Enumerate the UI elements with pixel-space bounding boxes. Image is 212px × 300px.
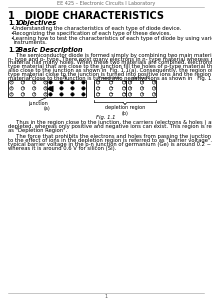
Text: −: − <box>122 86 126 90</box>
Text: −: − <box>109 80 113 84</box>
Text: +: + <box>21 86 24 90</box>
Text: junction: junction <box>28 101 48 106</box>
Text: Thus in the region close to the junction, the carriers (electrons & holes ) are: Thus in the region close to the junction… <box>8 120 212 125</box>
Text: Recognizing the specification of each type of these devices.: Recognizing the specification of each ty… <box>13 31 171 36</box>
Bar <box>126 80 156 98</box>
Text: type material that are close to the junction fill the holes of p-type material t: type material that are close to the junc… <box>8 64 212 69</box>
Text: +: + <box>140 86 144 90</box>
Text: −: − <box>96 92 100 96</box>
Text: +: + <box>32 80 36 84</box>
Text: −: − <box>96 80 100 84</box>
Text: +: + <box>152 92 156 96</box>
Circle shape <box>82 81 85 84</box>
Circle shape <box>49 87 52 90</box>
Text: depleted, whereas only positive and negative ions can exist. This region is refe: depleted, whereas only positive and nega… <box>8 124 212 129</box>
Text: typical barrier voltage in the p-n junction of germanium (Ge) is around 0.2 ~ 0.: typical barrier voltage in the p-n junct… <box>8 142 212 147</box>
Text: +: + <box>128 92 132 96</box>
Text: (b): (b) <box>121 111 128 116</box>
Bar <box>94 80 126 98</box>
Text: Basic Description: Basic Description <box>18 47 83 53</box>
Text: +: + <box>32 86 36 90</box>
Circle shape <box>82 87 85 90</box>
Text: 1.2: 1.2 <box>8 47 20 53</box>
Text: n- type and p- type. There exist many electrons in n- type material whereas p- t: n- type and p- type. There exist many el… <box>8 57 212 62</box>
Text: also close to the junction as shown in  Fig. 1.1(a). Consequently, the region of: also close to the junction as shown in F… <box>8 68 212 73</box>
Text: −: − <box>96 86 100 90</box>
Circle shape <box>60 81 63 84</box>
Text: Fig. 1.1: Fig. 1.1 <box>96 116 116 120</box>
Text: EE 425 – Electronic Circuits I Laboratory: EE 425 – Electronic Circuits I Laborator… <box>57 1 155 5</box>
Text: +: + <box>128 86 132 90</box>
Text: Learning how to test the characteristics of each type of diode by using various: Learning how to test the characteristics… <box>13 36 212 41</box>
Text: +: + <box>10 92 13 96</box>
Text: +: + <box>44 80 47 84</box>
Text: material close to the junction is turned into negative ions as shown in   Fig. 1: material close to the junction is turned… <box>8 76 212 81</box>
Text: P acceptor: P acceptor <box>99 76 121 80</box>
Text: +: + <box>44 86 47 90</box>
Text: (a): (a) <box>44 106 50 111</box>
Circle shape <box>49 81 52 84</box>
Text: +: + <box>140 80 144 84</box>
Text: +: + <box>10 86 13 90</box>
Text: depletion region: depletion region <box>105 105 145 110</box>
Text: donor N: donor N <box>132 76 150 80</box>
Text: whereas it is around 0.6 V for silicon (Si).: whereas it is around 0.6 V for silicon (… <box>8 146 116 151</box>
Text: 1   DIODE CHARACTERISTICS: 1 DIODE CHARACTERISTICS <box>8 11 164 21</box>
Text: +: + <box>21 92 24 96</box>
Circle shape <box>82 93 85 96</box>
Text: −: − <box>122 92 126 96</box>
Text: The semiconductor diode is formed simply by combining two main materials,: The semiconductor diode is formed simply… <box>8 53 212 58</box>
Text: −: − <box>109 92 113 96</box>
Text: instruments.: instruments. <box>13 40 47 45</box>
Bar <box>8 80 86 98</box>
Circle shape <box>71 81 74 84</box>
Text: as "Depletion Region".: as "Depletion Region". <box>8 128 67 133</box>
Text: 1.1: 1.1 <box>8 20 20 26</box>
Text: +: + <box>21 80 24 84</box>
Text: +: + <box>152 80 156 84</box>
Text: −: − <box>122 80 126 84</box>
Circle shape <box>60 93 63 96</box>
Text: +: + <box>32 92 36 96</box>
Text: material has many holes. When these two materials are combined, electrons of n-: material has many holes. When these two … <box>8 60 212 65</box>
Text: 1: 1 <box>105 295 107 299</box>
Text: type material close to the junction is turned into positive ions and the region : type material close to the junction is t… <box>8 72 212 77</box>
Text: +: + <box>152 86 156 90</box>
Text: N: N <box>62 75 66 80</box>
Text: +: + <box>128 80 132 84</box>
Circle shape <box>71 87 74 90</box>
Circle shape <box>60 87 63 90</box>
Text: −: − <box>109 86 113 90</box>
Text: +: + <box>44 92 47 96</box>
Text: •: • <box>10 31 13 36</box>
Text: Understanding the characteristics of each type of diode device.: Understanding the characteristics of eac… <box>13 26 181 31</box>
Text: The force that prohibits the electrons and holes from passing the junction due: The force that prohibits the electrons a… <box>8 134 212 139</box>
Text: •: • <box>10 36 13 41</box>
Text: •: • <box>10 26 13 31</box>
Text: to the effect of ions in the depletion region is referred to as "barrier voltage: to the effect of ions in the depletion r… <box>8 138 212 143</box>
Circle shape <box>71 93 74 96</box>
Text: +: + <box>140 92 144 96</box>
Text: Objectives: Objectives <box>18 20 57 26</box>
Text: P: P <box>28 75 31 80</box>
Text: +: + <box>10 80 13 84</box>
Circle shape <box>49 93 52 96</box>
